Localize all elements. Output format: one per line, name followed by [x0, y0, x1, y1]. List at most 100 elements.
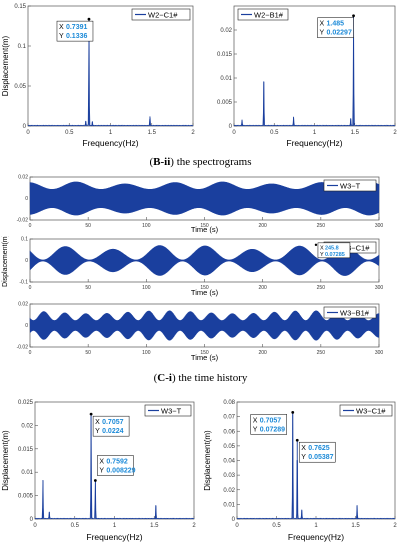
y-tick-label: 0.015 [18, 447, 34, 453]
legend-box [144, 404, 192, 417]
x-tick-label: 100 [142, 223, 151, 229]
x-axis-label: Frequency(Hz) [82, 138, 138, 148]
x-tick-label: 0.5 [272, 523, 281, 529]
y-tick-label: 0 [232, 517, 236, 523]
y-tick-label: 0.025 [18, 400, 34, 406]
datatip-y-value: 0.07289 [260, 426, 285, 433]
y-tick-label: 0.03 [223, 473, 235, 479]
spectrum-line [236, 414, 396, 520]
y-tick-label: -0.02 [17, 218, 29, 224]
datatip-y-value: 0.1336 [66, 33, 88, 40]
y-tick-label: 0 [23, 124, 27, 130]
x-tick-label: 100 [142, 350, 151, 356]
x-tick-label: 0.5 [270, 130, 279, 136]
x-tick-label: 0 [29, 285, 32, 291]
x-axis-label: Frequency(Hz) [288, 532, 344, 542]
x-tick-label: 0 [235, 523, 239, 529]
x-axis-label: Time (s) [191, 353, 219, 362]
x-tick-label: 50 [85, 285, 91, 291]
y-axis-label: Displacement(m) [203, 430, 212, 491]
spectrum-w2-c1: 0 0.5 1 1.5 2 0 0.05 0.1 0.15 Frequency(Hz) Displa… [1, 4, 195, 148]
x-tick-label: 1 [109, 130, 113, 136]
y-tick-label: 0.04 [223, 459, 235, 465]
datatip-marker [93, 479, 97, 482]
legend-label: W3−C1# [356, 407, 386, 416]
x-tick-label: 0.5 [65, 130, 74, 136]
datatip-x-value: 1.485 [327, 21, 345, 28]
datatip-marker [314, 243, 318, 247]
y-tick-label: 0 [25, 196, 28, 202]
y-tick-label: 0 [30, 517, 34, 523]
datatip-y-value: 0.07285 [325, 252, 345, 258]
y-tick-label: 0 [25, 323, 28, 329]
datatip-box [56, 20, 94, 42]
x-tick-label: 200 [258, 285, 267, 291]
time-signal [29, 245, 380, 276]
spectrum-w2-b1: 0 0.5 1 1.5 2 0 0.005 0.01 0.015 0.02 Frequency(Hz… [217, 5, 397, 148]
datatip-y-value: 0.02297 [327, 30, 352, 37]
x-tick-label: 300 [375, 285, 384, 291]
caption-b-ii-label: B-ii [153, 156, 171, 168]
spectrum-line [27, 22, 194, 127]
legend-box [237, 8, 289, 21]
datatip-box [92, 415, 130, 437]
x-tick-label: 50 [85, 350, 91, 356]
caption-c-i-label: C-i [157, 372, 172, 384]
x-tick-label: 300 [375, 350, 384, 356]
spectrum-line [233, 15, 396, 127]
y-tick-label: 0.02 [21, 423, 33, 429]
datatip-x-value: 0.7592 [106, 458, 128, 465]
y-tick-label: 0.15 [14, 4, 26, 10]
x-tick-label: 1.5 [351, 130, 360, 136]
y-tick-label: 0.02 [223, 488, 235, 494]
legend-label: W3−C1# [340, 244, 370, 253]
x-axis-label: Time (s) [191, 288, 219, 297]
time-signal [29, 310, 380, 341]
y-tick-label: 0.02 [18, 175, 28, 181]
y-tick-label: 0.08 [223, 400, 235, 406]
datatip-y-label: Y [301, 454, 306, 461]
datatip-box [298, 441, 336, 463]
y-tick-label: 0.1 [18, 44, 27, 50]
caption-c-i-text: the time history [175, 372, 248, 384]
spectrum-w3-c1: 0 0.5 1 1.5 2 0 0.01 0.02 0.03 0.04 0.05 0.06 0.07 0.… [203, 400, 397, 542]
y-tick-label: 0.06 [223, 429, 235, 435]
legend-label: W2−C1# [148, 11, 178, 20]
datatip-y-value: 0.05387 [308, 454, 333, 461]
datatip-y-label: Y [99, 467, 104, 474]
y-tick-label: 0.01 [223, 502, 235, 508]
x-tick-label: 200 [258, 350, 267, 356]
x-tick-label: 150 [200, 350, 209, 356]
x-tick-label: 250 [317, 223, 326, 229]
x-tick-label: 1 [314, 523, 318, 529]
y-tick-label: 0.1 [21, 237, 28, 243]
datatip-marker [295, 438, 299, 442]
datatip-x-label: X [320, 245, 324, 251]
y-tick-label: 0.05 [14, 84, 26, 90]
legend-label: W2−B1# [254, 11, 284, 20]
x-tick-label: 250 [317, 350, 326, 356]
y-tick-label: 0.05 [223, 444, 235, 450]
x-tick-label: 2 [393, 523, 397, 529]
datatip-x-value: 0.7391 [66, 24, 88, 31]
x-tick-label: 1 [313, 130, 317, 136]
y-tick-label: -0.02 [17, 345, 29, 351]
y-tick-label: 0 [229, 124, 233, 130]
y-axis-label: Displacement(m) [2, 236, 9, 287]
datatip-marker [87, 17, 91, 21]
x-tick-label: 150 [200, 285, 209, 291]
datatip-y-value: 0.008229 [106, 467, 135, 474]
legend-box [323, 179, 377, 192]
x-tick-label: 0.5 [71, 523, 80, 529]
legend-box [131, 8, 191, 21]
x-tick-label: 1.5 [150, 523, 159, 529]
y-tick-label: -0.1 [19, 280, 28, 286]
x-tick-label: 1 [113, 523, 117, 529]
datatip-x-label: X [253, 417, 258, 424]
x-axis-label: Frequency(Hz) [86, 532, 142, 542]
x-tick-label: 0 [29, 223, 32, 229]
datatip-x-label: X [59, 24, 64, 31]
